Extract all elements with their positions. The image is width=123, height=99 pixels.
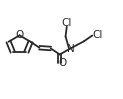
Text: O: O: [15, 30, 24, 40]
Text: N: N: [67, 44, 74, 54]
Text: Cl: Cl: [92, 30, 102, 40]
Text: O: O: [59, 58, 67, 68]
Text: Cl: Cl: [62, 18, 72, 28]
